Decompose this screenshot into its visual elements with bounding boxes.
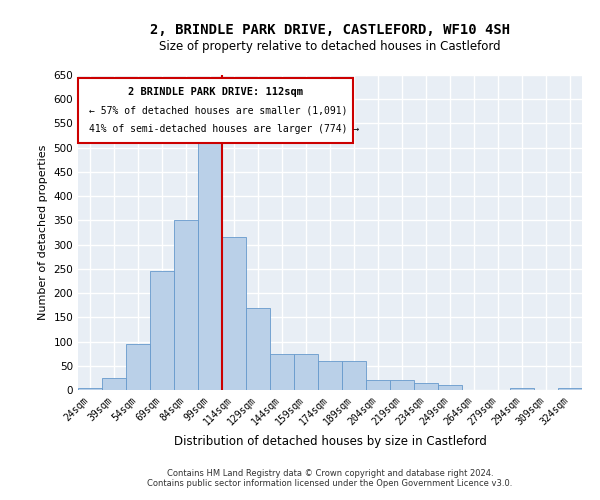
Bar [102, 378, 126, 390]
Bar [510, 388, 534, 390]
Text: Size of property relative to detached houses in Castleford: Size of property relative to detached ho… [159, 40, 501, 53]
Bar [150, 272, 174, 390]
Bar [318, 361, 342, 390]
Text: 41% of semi-detached houses are larger (774) →: 41% of semi-detached houses are larger (… [89, 124, 359, 134]
Bar [78, 388, 102, 390]
Bar [246, 308, 270, 390]
Bar [438, 385, 462, 390]
Text: Contains HM Land Registry data © Crown copyright and database right 2024.: Contains HM Land Registry data © Crown c… [167, 468, 493, 477]
Bar [342, 361, 366, 390]
Text: 2 BRINDLE PARK DRIVE: 112sqm: 2 BRINDLE PARK DRIVE: 112sqm [128, 87, 303, 97]
Bar [558, 388, 582, 390]
Text: ← 57% of detached houses are smaller (1,091): ← 57% of detached houses are smaller (1,… [89, 106, 347, 116]
Bar [222, 238, 246, 390]
FancyBboxPatch shape [78, 78, 353, 142]
Bar [126, 344, 150, 390]
Bar [174, 220, 198, 390]
X-axis label: Distribution of detached houses by size in Castleford: Distribution of detached houses by size … [173, 435, 487, 448]
Bar [294, 354, 318, 390]
Bar [390, 380, 414, 390]
Bar [198, 138, 222, 390]
Text: Contains public sector information licensed under the Open Government Licence v3: Contains public sector information licen… [148, 478, 512, 488]
Bar [414, 382, 438, 390]
Bar [366, 380, 390, 390]
Bar [270, 354, 294, 390]
Text: 2, BRINDLE PARK DRIVE, CASTLEFORD, WF10 4SH: 2, BRINDLE PARK DRIVE, CASTLEFORD, WF10 … [150, 22, 510, 36]
Y-axis label: Number of detached properties: Number of detached properties [38, 145, 48, 320]
